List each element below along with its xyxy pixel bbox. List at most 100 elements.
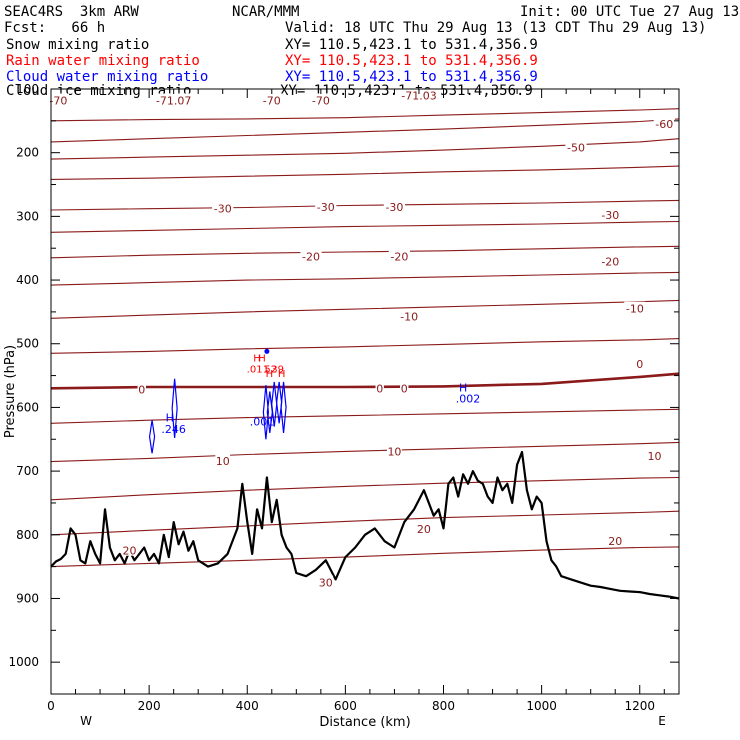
temp-contour	[50, 138, 680, 160]
contour-label: 10	[647, 450, 661, 463]
contour-label: -50	[567, 142, 585, 155]
y-tick-label: 900	[16, 591, 39, 605]
contour-label: 10	[216, 455, 230, 468]
field-snow-xy: XY= 110.5,423.1 to 531.4,356.9	[285, 37, 538, 53]
y-tick-label: 200	[16, 146, 39, 160]
y-tick-label: 400	[16, 273, 39, 287]
cloud-water-label: .246	[161, 423, 186, 436]
y-tick-label: 500	[16, 337, 39, 351]
fcst-label: Fcst: 66 h	[4, 20, 106, 36]
contour-label: -71.03	[401, 89, 436, 102]
temp-contour	[50, 546, 680, 568]
contour-label: -20	[302, 250, 320, 263]
y-axis-title: Pressure (hPa)	[3, 345, 18, 438]
contour-label: -20	[601, 256, 619, 269]
contour-label-bg	[398, 88, 440, 101]
contour-label: -60	[655, 118, 673, 131]
contour-label-bg	[261, 93, 283, 106]
contour-label-bg	[607, 534, 623, 547]
contour-label-bg	[599, 208, 621, 221]
contour-label-bg	[310, 93, 332, 106]
cloud-water-label: .001	[250, 415, 275, 428]
temp-contour	[50, 118, 680, 143]
field-cloudwater-name: Cloud water mixing ratio	[6, 69, 209, 85]
contour-label-bg	[122, 543, 137, 556]
temp-contour	[50, 220, 680, 233]
temp-contour	[50, 108, 680, 122]
contour-label-bg	[599, 254, 621, 267]
contour-label: 0	[138, 384, 145, 397]
x-tick-label: 800	[432, 699, 455, 713]
contour-label: 20	[123, 545, 137, 558]
temp-contour	[50, 299, 680, 319]
contour-label: 20	[608, 535, 622, 548]
contour-label: -70	[263, 94, 281, 107]
contour-label-bg	[387, 444, 402, 457]
contour-label-bg	[624, 301, 646, 314]
contour-label: 0	[401, 382, 408, 395]
x-axis-title: Distance (km)	[319, 715, 410, 730]
contour-label: -30	[601, 209, 619, 222]
temp-contour	[50, 441, 680, 463]
rain-water-label: H	[253, 354, 261, 365]
contour-label-bg	[212, 201, 234, 214]
cloud-water-label: .002	[456, 392, 481, 405]
rain-water-label: H	[258, 354, 266, 365]
contour-label: 30	[319, 577, 333, 590]
temp-contour	[50, 372, 680, 390]
contour-label-bg	[383, 199, 406, 212]
y-tick-label: 700	[16, 464, 39, 478]
temp-contour	[50, 271, 680, 286]
cloud-water-contour	[262, 385, 269, 440]
contour-label: -10	[400, 310, 418, 323]
cloud-water-contour	[171, 378, 178, 439]
cloud-water-contour	[280, 381, 287, 433]
rain-water-label: 52	[264, 364, 277, 375]
field-rain-name: Rain water mixing ratio	[6, 53, 200, 69]
temp-contour	[50, 510, 680, 536]
temp-contour	[50, 245, 680, 259]
contour-label-bg	[388, 249, 410, 262]
cloud-water-label: H	[166, 411, 174, 424]
x-tick-label: 1200	[624, 699, 655, 713]
contour-label-bg	[375, 381, 384, 394]
temp-contour	[50, 408, 680, 424]
x-tick-label: 400	[236, 699, 259, 713]
temp-contour	[50, 165, 680, 180]
field-cloudwater-xy: XY= 110.5,423.1 to 531.4,356.9	[285, 69, 538, 85]
contour-label-bg	[647, 448, 662, 461]
rain-water-label: .01	[247, 364, 263, 375]
y-tick-label: 600	[16, 400, 39, 414]
contour-label: -70	[49, 94, 67, 107]
contour-label-bg	[318, 575, 334, 588]
valid-label: Valid: 18 UTC Thu 29 Aug 13 (13 CDT Thu …	[285, 20, 707, 36]
contour-label-bg	[47, 93, 69, 106]
contour-label: -30	[317, 201, 335, 214]
y-tick-label: 800	[16, 528, 39, 542]
contour-label-bg	[215, 453, 231, 466]
contour-label-bg	[635, 357, 644, 370]
x-tick-label: 1000	[526, 699, 557, 713]
rain-water-label: 39	[271, 364, 284, 375]
contour-label: 0	[636, 358, 643, 371]
init-label: Init: 00 UTC Tue 27 Aug 13	[520, 4, 740, 20]
contour-label: 0	[376, 382, 383, 395]
cloud-water-label: H	[459, 382, 467, 395]
contour-label-bg	[653, 117, 675, 130]
contour-label-bg	[565, 140, 587, 153]
x-tick-label: 0	[47, 699, 55, 713]
cloud-water-contour	[148, 420, 156, 454]
contour-label: -71.07	[156, 94, 191, 107]
field-snow-name: Snow mixing ratio	[6, 37, 150, 53]
contour-label: -30	[385, 201, 403, 214]
x-tick-label: 200	[138, 699, 161, 713]
y-tick-label: 300	[16, 209, 39, 223]
center-label: NCAR/MMM	[232, 4, 300, 20]
field-rain-xy: XY= 110.5,423.1 to 531.4,356.9	[285, 53, 538, 69]
rain-water-label: H	[266, 369, 274, 380]
rain-water-label: H	[278, 369, 286, 380]
plot-frame	[50, 88, 680, 695]
contour-label-bg	[153, 93, 194, 106]
west-label: W	[80, 714, 92, 728]
